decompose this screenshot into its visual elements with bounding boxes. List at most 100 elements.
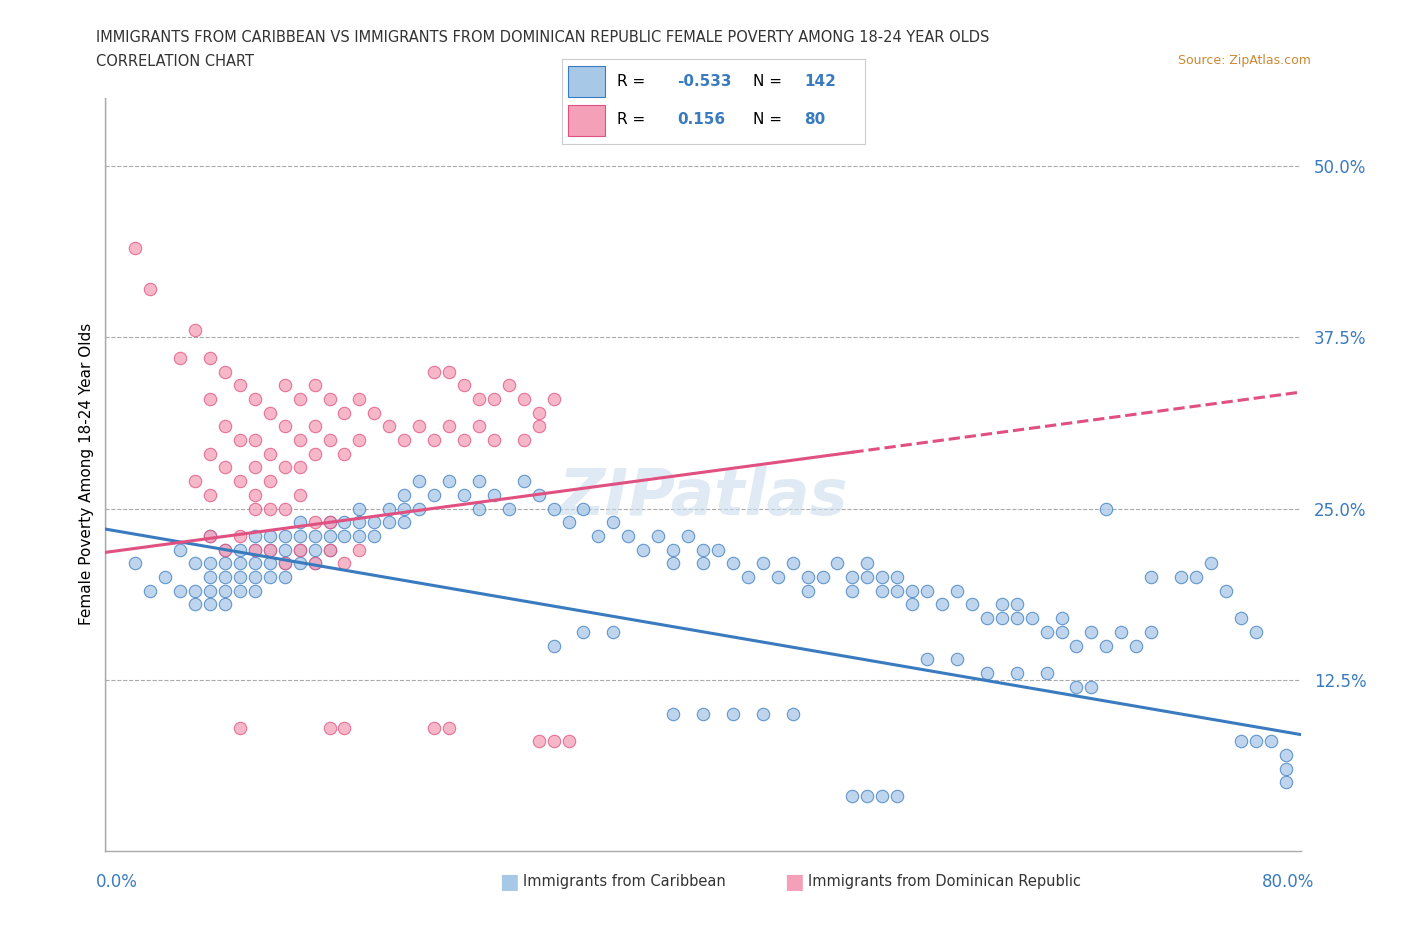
- Point: [198, 556, 221, 571]
- Point: [453, 432, 475, 447]
- Point: [423, 720, 446, 735]
- Point: [1080, 679, 1102, 694]
- Point: [468, 501, 491, 516]
- Point: [841, 789, 863, 804]
- Point: [273, 528, 295, 543]
- Point: [886, 789, 908, 804]
- Point: [751, 707, 773, 722]
- Point: [543, 392, 565, 406]
- Point: [468, 392, 491, 406]
- Point: [169, 542, 191, 557]
- Point: [184, 323, 207, 338]
- Point: [482, 487, 505, 502]
- Point: [184, 556, 207, 571]
- Point: [841, 583, 863, 598]
- Point: [915, 652, 938, 667]
- Point: [872, 789, 894, 804]
- Point: [229, 556, 252, 571]
- Point: [378, 501, 401, 516]
- Point: [304, 446, 326, 461]
- Point: [198, 446, 221, 461]
- Point: [304, 378, 326, 392]
- Point: [124, 556, 146, 571]
- Point: [229, 583, 252, 598]
- Point: [856, 789, 879, 804]
- Point: [886, 583, 908, 598]
- Point: [782, 707, 804, 722]
- Point: [214, 583, 236, 598]
- Point: [273, 542, 295, 557]
- Point: [602, 624, 624, 639]
- Point: [198, 583, 221, 598]
- Point: [273, 501, 295, 516]
- Point: [841, 569, 863, 584]
- Text: CORRELATION CHART: CORRELATION CHART: [96, 54, 253, 69]
- Point: [363, 515, 385, 530]
- Point: [288, 556, 311, 571]
- Point: [243, 583, 266, 598]
- Point: [349, 432, 371, 447]
- Point: [288, 542, 311, 557]
- Point: [184, 597, 207, 612]
- Text: R =: R =: [617, 113, 645, 127]
- Point: [737, 569, 759, 584]
- Point: [707, 542, 730, 557]
- Point: [333, 556, 356, 571]
- Point: [288, 528, 311, 543]
- Point: [1244, 734, 1267, 749]
- Point: [243, 542, 266, 557]
- FancyBboxPatch shape: [568, 105, 605, 136]
- Point: [557, 515, 579, 530]
- Point: [214, 542, 236, 557]
- Point: [304, 542, 326, 557]
- Point: [169, 351, 191, 365]
- Point: [198, 569, 221, 584]
- Point: [588, 528, 610, 543]
- Point: [243, 460, 266, 475]
- Point: [243, 569, 266, 584]
- Point: [1095, 501, 1118, 516]
- Point: [333, 515, 356, 530]
- Point: [408, 501, 430, 516]
- Point: [1185, 569, 1208, 584]
- Point: [214, 597, 236, 612]
- Point: [1244, 624, 1267, 639]
- Text: ■: ■: [499, 871, 519, 892]
- Point: [915, 583, 938, 598]
- Point: [1035, 624, 1057, 639]
- Point: [527, 418, 550, 433]
- Point: [318, 432, 340, 447]
- Point: [766, 569, 789, 584]
- Point: [901, 597, 924, 612]
- Point: [229, 378, 252, 392]
- Text: N =: N =: [752, 73, 782, 88]
- Point: [318, 542, 340, 557]
- Point: [468, 418, 491, 433]
- Point: [288, 460, 311, 475]
- Point: [408, 473, 430, 488]
- Point: [676, 528, 699, 543]
- Point: [721, 556, 744, 571]
- Point: [229, 528, 252, 543]
- Point: [259, 569, 281, 584]
- Text: Source: ZipAtlas.com: Source: ZipAtlas.com: [1177, 54, 1310, 67]
- Point: [662, 556, 685, 571]
- Point: [1140, 569, 1163, 584]
- Point: [1035, 666, 1057, 681]
- Point: [318, 392, 340, 406]
- Point: [1215, 583, 1237, 598]
- Point: [333, 528, 356, 543]
- Point: [408, 418, 430, 433]
- Point: [602, 515, 624, 530]
- Point: [437, 720, 460, 735]
- Point: [124, 241, 146, 256]
- Point: [1260, 734, 1282, 749]
- Point: [437, 473, 460, 488]
- Point: [692, 707, 714, 722]
- Point: [513, 392, 536, 406]
- Point: [498, 501, 520, 516]
- Point: [349, 392, 371, 406]
- Point: [872, 569, 894, 584]
- Point: [482, 432, 505, 447]
- Point: [318, 528, 340, 543]
